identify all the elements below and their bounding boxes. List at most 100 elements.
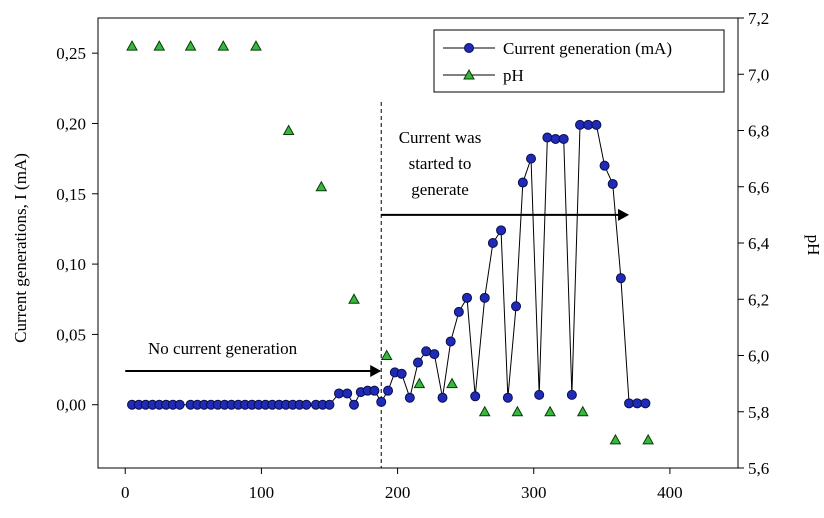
- current-point: [502, 392, 513, 403]
- current-point: [517, 177, 528, 188]
- series-current: [127, 119, 651, 410]
- current-point: [429, 349, 440, 360]
- y-left-tick-label: 0,10: [56, 255, 86, 274]
- y-right-tick-label: 5,8: [748, 403, 769, 422]
- current-point: [632, 398, 643, 409]
- annotation-no-current: No current generation: [148, 339, 298, 358]
- current-point: [526, 153, 537, 164]
- x-tick-label: 100: [249, 483, 275, 502]
- current-point: [404, 392, 415, 403]
- ph-point: [184, 40, 197, 51]
- y-axis-left-title: Current generations, I (mA): [11, 153, 30, 343]
- current-point: [462, 292, 473, 303]
- current-point: [421, 346, 432, 357]
- ph-point: [126, 40, 138, 51]
- y-right-tick-label: 7,2: [748, 9, 769, 28]
- current-point: [342, 388, 353, 399]
- y-left-tick-label: 0,15: [56, 185, 86, 204]
- series-ph: [126, 40, 654, 445]
- ph-point: [380, 349, 393, 360]
- ph-point: [576, 405, 589, 417]
- current-point: [583, 119, 594, 130]
- y-right-tick-label: 6,6: [748, 178, 769, 197]
- annotation-current-started-line2: started to: [409, 154, 472, 173]
- current-point: [349, 399, 359, 410]
- ph-point: [642, 433, 654, 445]
- ph-point: [348, 293, 360, 304]
- y-right-tick-label: 6,8: [748, 122, 769, 141]
- annotation-current-started-line1: Current was: [399, 128, 482, 147]
- y-axis-right-title: pH: [804, 235, 823, 256]
- current-point: [607, 178, 618, 189]
- current-point: [599, 160, 610, 171]
- annotations: No current generation Current was starte…: [125, 128, 630, 377]
- y-right-tick-label: 7,0: [748, 65, 769, 84]
- current-point: [511, 301, 522, 312]
- ph-point: [511, 405, 524, 417]
- ph-point: [315, 180, 328, 192]
- current-point: [566, 389, 577, 400]
- y-axis-right: 5,6 5,8 6,0 6,2 6,4 6,6 6,8 7,0 7,2: [738, 9, 770, 478]
- current-point: [174, 399, 185, 410]
- current-point: [487, 238, 498, 248]
- legend-label-current: Current generation (mA): [503, 39, 672, 58]
- legend-box: [433, 29, 725, 93]
- ph-point: [413, 377, 426, 389]
- ph-point: [609, 433, 622, 445]
- current-point: [575, 119, 586, 130]
- current-point: [558, 133, 569, 144]
- current-point: [615, 273, 626, 284]
- ph-point: [153, 40, 166, 51]
- x-axis: 0 100 200 300 400: [121, 468, 683, 502]
- current-point: [470, 391, 481, 402]
- y-right-tick-label: 6,4: [748, 234, 770, 253]
- x-tick-label: 200: [385, 483, 411, 502]
- current-point: [376, 396, 387, 407]
- y-left-tick-label: 0,00: [56, 396, 86, 415]
- legend-marker-ph: [463, 68, 475, 80]
- current-point: [496, 225, 507, 236]
- current-point: [453, 306, 464, 317]
- series-current-line: [132, 124, 646, 406]
- current-point: [334, 388, 345, 399]
- ph-point: [217, 40, 230, 51]
- current-point: [437, 392, 448, 403]
- current-point: [640, 398, 651, 409]
- ph-point: [446, 377, 458, 389]
- current-point: [413, 357, 423, 368]
- current-point: [534, 389, 545, 400]
- series-layer: [126, 40, 654, 445]
- current-point: [301, 399, 312, 410]
- ph-point: [478, 405, 491, 417]
- y-axis-left: 0,00 0,05 0,10 0,15 0,20 0,25: [56, 44, 98, 415]
- current-point: [369, 385, 380, 396]
- current-point: [624, 398, 635, 409]
- ph-point: [282, 124, 295, 135]
- current-point: [542, 132, 553, 143]
- x-tick-label: 300: [521, 483, 547, 502]
- legend-label-ph: pH: [503, 66, 524, 85]
- current-point: [591, 119, 602, 130]
- x-tick-label: 0: [121, 483, 130, 502]
- y-left-tick-label: 0,25: [56, 44, 86, 63]
- current-started-arrow-head: [618, 208, 630, 221]
- current-point: [383, 385, 394, 396]
- y-right-tick-label: 6,0: [748, 347, 769, 366]
- ph-point: [250, 40, 262, 51]
- y-right-tick-label: 6,2: [748, 290, 769, 309]
- current-point: [396, 368, 407, 379]
- legend: Current generation (mA) pH: [433, 29, 725, 93]
- annotation-current-started-line3: generate: [411, 180, 469, 199]
- ph-point: [544, 405, 556, 417]
- x-tick-label: 400: [657, 483, 683, 502]
- legend-marker-current: [464, 43, 474, 53]
- y-left-tick-label: 0,20: [56, 114, 86, 133]
- no-current-arrow-head: [370, 364, 382, 377]
- current-point: [445, 336, 456, 347]
- y-right-tick-label: 5,6: [748, 459, 769, 478]
- y-left-tick-label: 0,05: [56, 325, 86, 344]
- current-point: [550, 133, 561, 144]
- current-point: [479, 292, 490, 303]
- current-point: [324, 399, 335, 410]
